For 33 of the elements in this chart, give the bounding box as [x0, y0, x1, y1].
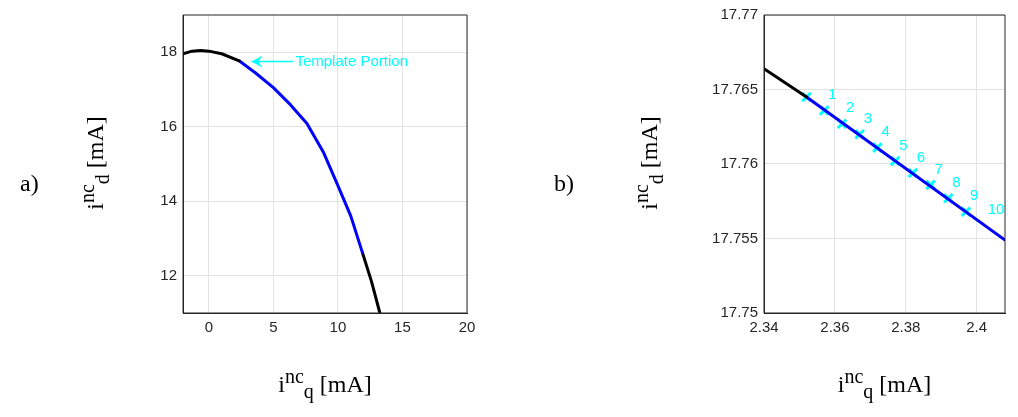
annotation: 3 [863, 108, 873, 126]
annotation: 6 [916, 147, 926, 165]
x-axis-title: i$^{nc}$$_{q}$ [mA] [836, 365, 933, 403]
x-tick-label: 10 [329, 318, 347, 336]
annotation: 5 [899, 135, 908, 153]
y-tick-label: 14 [160, 191, 177, 209]
y-tick-label: 18 [160, 42, 177, 60]
y-tick-label: 17.75 [720, 303, 758, 321]
y-tick-label: 17.77 [720, 5, 758, 23]
annotation: 9 [970, 186, 979, 204]
annotation: 7 [934, 159, 943, 177]
x-tick-label: 5 [269, 318, 278, 336]
annotation: 8 [952, 172, 961, 190]
x-tick-label: 15 [394, 318, 411, 336]
text: b) [554, 170, 574, 197]
x-tick-label: 2.4 [966, 318, 988, 336]
y-tick-label: 16 [160, 116, 177, 134]
annotation: 2 [845, 98, 855, 116]
y-tick-label: 17.76 [720, 154, 758, 172]
annotation: Template Portion [295, 51, 408, 69]
y-tick-label: 12 [160, 265, 177, 283]
x-tick-label: 0 [204, 318, 213, 336]
annotation: 1 [828, 85, 837, 102]
y-tick-label: 17.765 [712, 79, 758, 97]
x-tick-label: 2.34 [749, 318, 779, 336]
x-tick-label: 20 [458, 318, 476, 336]
x-tick-label: 2.38 [891, 318, 921, 336]
annotation: 10 [987, 199, 1005, 217]
x-tick-label: 2.36 [820, 318, 850, 336]
y-tick-label: 17.755 [712, 228, 758, 246]
x-axis-title: i$^{nc}$$_{q}$ [mA] [277, 365, 373, 403]
text: a) [20, 170, 39, 197]
annotation: 4 [881, 122, 890, 140]
